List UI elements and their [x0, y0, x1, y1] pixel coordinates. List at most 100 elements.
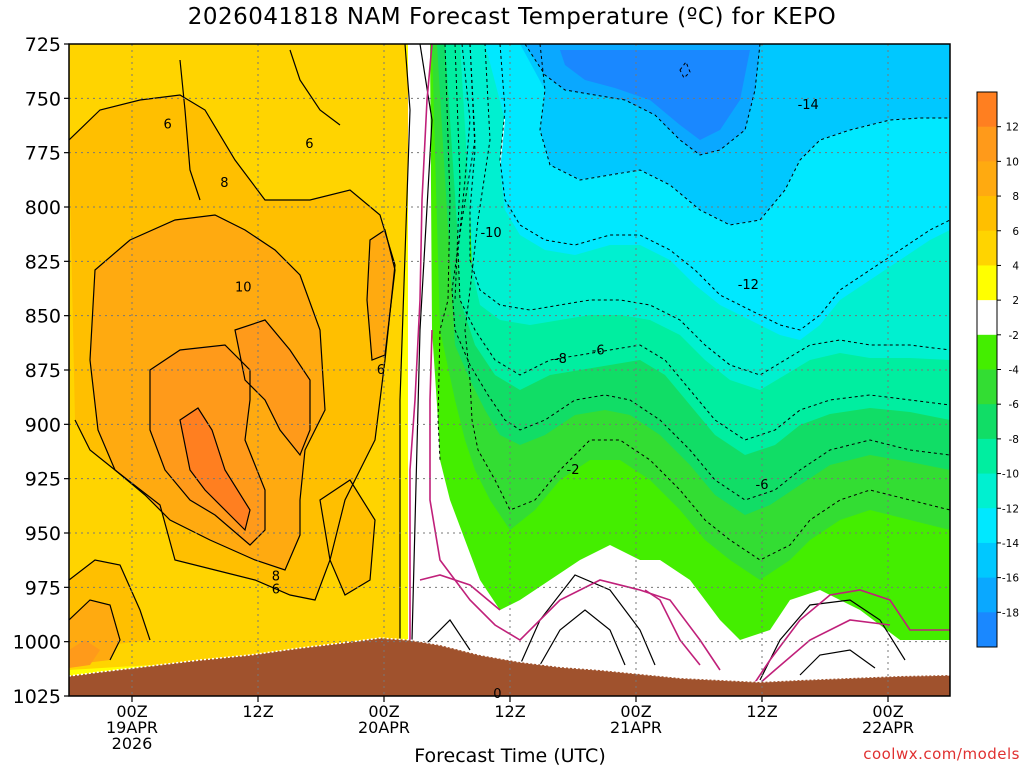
colorbar-label: -6	[1009, 399, 1020, 411]
colorbar-label: -10	[1002, 469, 1019, 481]
colorbar-label: -18	[1002, 607, 1019, 619]
colorbar-swatch	[977, 92, 997, 128]
contour-label: -8	[554, 352, 567, 367]
colorbar-swatch	[977, 542, 997, 579]
isotherm-lines	[69, 44, 950, 681]
colorbar-label: -16	[1002, 573, 1019, 585]
colorbar-label: 12	[1006, 122, 1019, 134]
zero-isotherm	[749, 589, 950, 691]
field-region--6_to_-4	[432, 44, 950, 580]
colorbar: 12 10 8 6 4 2 -2 -4 -6 -8 -10 -12 -14 -16 -18	[976, 91, 1020, 648]
field-region-10_to_12	[235, 320, 310, 455]
colorbar-swatch	[977, 161, 997, 197]
colorbar-swatch	[977, 196, 997, 232]
field-region--2_to_2	[408, 44, 432, 680]
grid-lines	[69, 44, 950, 696]
colorbar-swatch	[977, 126, 997, 162]
isotherm-line	[179, 59, 201, 201]
x-tick-label: 00Z	[872, 702, 903, 721]
colorbar-swatch	[977, 369, 997, 405]
colorbar-swatch	[977, 404, 997, 440]
isotherm-line	[437, 44, 451, 461]
zero-isotherm	[429, 329, 721, 671]
y-axis: 725 750 775 800 825 850 875 900 925 950 975 1000 102…	[13, 34, 69, 708]
colorbar-swatch	[977, 334, 997, 370]
field-region--4_to_-2	[430, 44, 950, 640]
contour-label: -2	[567, 463, 580, 478]
zero-isotherm	[419, 574, 501, 611]
x-tick-label: 21APR	[610, 718, 662, 737]
colorbar-label: 4	[1012, 260, 1019, 272]
field-region--14_to_-12	[485, 44, 950, 340]
contour-label: -6	[592, 343, 605, 358]
field-region-10_to_12	[69, 640, 100, 668]
y-tick-label: 1000	[13, 632, 61, 654]
credit-link[interactable]: coolwx.com/models	[863, 745, 1020, 763]
x-tick-label: 12Z	[494, 702, 525, 721]
contour-label: 10	[235, 280, 252, 295]
colorbar-label: -14	[1002, 538, 1019, 550]
isotherm-line	[679, 60, 691, 79]
isotherm-line	[69, 559, 151, 641]
terrain-fill	[69, 638, 950, 696]
x-tick-label: 00Z	[620, 702, 651, 721]
field-region--12_to_-10	[460, 44, 950, 390]
y-tick-label: 825	[25, 251, 61, 273]
zero-isotherm	[644, 589, 701, 666]
colorbar-swatch	[977, 612, 997, 648]
x-tick-label: 12Z	[242, 702, 273, 721]
isotherm-line	[524, 44, 761, 156]
terrain-edge	[69, 637, 950, 683]
colorbar-swatch	[977, 230, 997, 266]
zero-isotherm	[751, 619, 891, 691]
contour-label: 6	[272, 583, 280, 598]
isotherm-line	[799, 649, 876, 676]
colorbar-swatch	[977, 265, 997, 301]
y-tick-label: 875	[25, 360, 61, 382]
field-region--20_to_-18	[560, 50, 750, 140]
contour-label: 8	[220, 176, 228, 191]
x-tick-label: 19APR	[106, 718, 158, 737]
colorbar-label: -8	[1009, 434, 1019, 446]
field-region--8_to_-6	[437, 44, 950, 515]
colorbar-label: -4	[1009, 365, 1020, 377]
contour-label: -10	[480, 226, 501, 241]
colorbar-label: -12	[1002, 503, 1019, 515]
contour-label: -12	[738, 278, 759, 293]
isotherm-line	[234, 319, 311, 457]
x-tick-label: 22APR	[862, 718, 914, 737]
colorbar-label: 2	[1012, 295, 1019, 307]
isotherm-line	[289, 49, 341, 126]
chart-title: 2026041818 NAM Forecast Temperature (ºC)…	[187, 4, 837, 30]
zero-degree-line	[409, 44, 950, 691]
x-axis-title: Forecast Time (UTC)	[414, 745, 606, 767]
contour-label: -6	[756, 478, 769, 493]
terrain	[69, 637, 950, 696]
contour-label: 6	[305, 137, 313, 152]
y-tick-label: 750	[25, 88, 61, 110]
isotherm-line	[430, 44, 950, 561]
x-tick-label: 20APR	[358, 718, 410, 737]
colorbar-label: 8	[1012, 191, 1019, 203]
contour-label: 6	[164, 117, 172, 132]
y-tick-label: 950	[25, 523, 61, 545]
colorbar-swatch	[977, 508, 997, 544]
isotherm-line	[399, 44, 411, 650]
x-tick-label: 00Z	[368, 702, 399, 721]
colorbar-swatch	[977, 300, 997, 336]
contour-label: 6	[377, 363, 385, 378]
y-tick-label: 925	[25, 469, 61, 491]
y-tick-label: 775	[25, 143, 61, 165]
isotherm-line	[411, 44, 433, 641]
field-region-12_to_14	[180, 408, 250, 530]
isotherm-line	[451, 44, 950, 501]
colorbar-swatch	[977, 577, 997, 613]
contour-label: -14	[798, 98, 819, 113]
field-region-6_to_8	[320, 480, 375, 595]
x-tick-label: 00Z	[116, 702, 147, 721]
colorbar-label: 10	[1006, 156, 1019, 168]
isotherm-line	[457, 44, 950, 441]
